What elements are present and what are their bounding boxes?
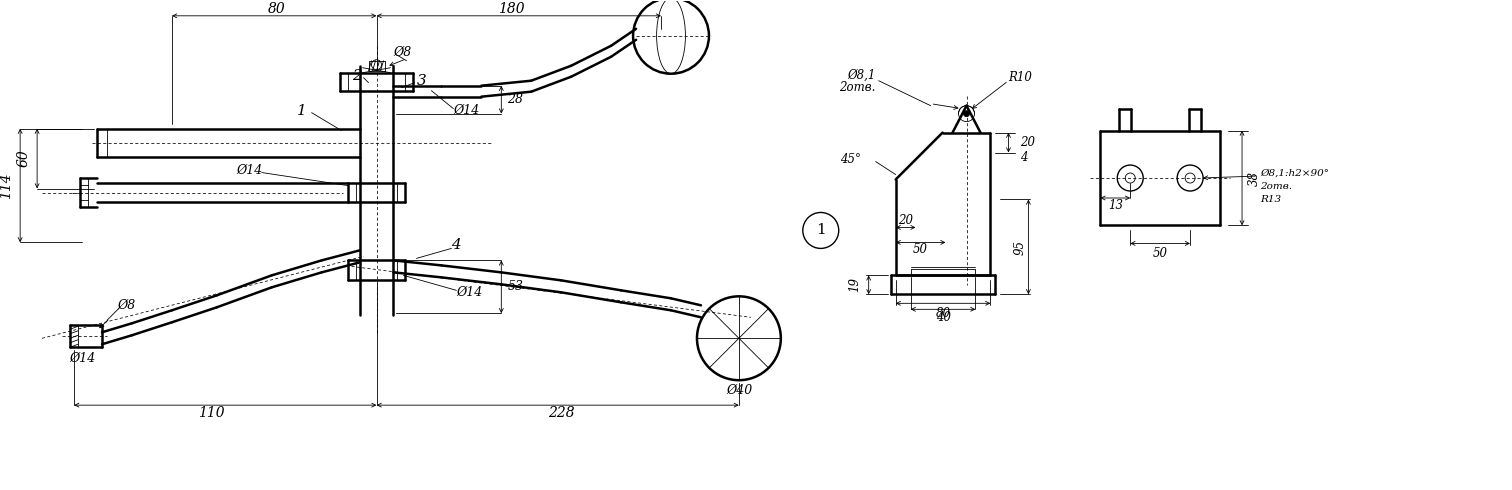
- Text: 80: 80: [936, 307, 951, 320]
- Text: 28: 28: [508, 93, 523, 106]
- Text: R10: R10: [1009, 71, 1033, 84]
- Text: 50: 50: [913, 243, 928, 256]
- Text: Ø14: Ø14: [457, 286, 482, 299]
- Text: Ø8,1:h2×90°: Ø8,1:h2×90°: [1259, 169, 1329, 177]
- Text: 114: 114: [0, 172, 14, 199]
- Text: 1: 1: [816, 223, 826, 238]
- Text: Ø8: Ø8: [393, 46, 411, 59]
- Text: Ø14: Ø14: [70, 352, 95, 365]
- Text: 228: 228: [547, 406, 575, 420]
- Text: 20: 20: [1021, 136, 1036, 149]
- Text: 80: 80: [268, 2, 286, 16]
- Text: 180: 180: [497, 2, 525, 16]
- Text: 2отв.: 2отв.: [839, 81, 875, 94]
- Text: Ø8: Ø8: [116, 299, 135, 312]
- Text: 1: 1: [296, 104, 307, 118]
- Text: Ø40: Ø40: [726, 384, 751, 397]
- Text: 2: 2: [352, 69, 361, 83]
- Text: 4: 4: [452, 239, 461, 252]
- Circle shape: [963, 111, 969, 117]
- Text: Ø14: Ø14: [236, 164, 263, 177]
- Text: 110: 110: [198, 406, 225, 420]
- Text: 3: 3: [417, 74, 426, 88]
- Text: 13: 13: [1108, 199, 1123, 213]
- Text: 53: 53: [508, 280, 523, 293]
- Text: 95: 95: [1015, 240, 1027, 255]
- Text: 2отв.: 2отв.: [1259, 181, 1293, 191]
- Text: 45°: 45°: [839, 153, 860, 166]
- Text: 50: 50: [1152, 247, 1167, 260]
- Text: R13: R13: [1259, 196, 1281, 204]
- Text: 20: 20: [898, 214, 913, 227]
- Text: 19: 19: [848, 277, 860, 293]
- Text: 40: 40: [936, 311, 951, 324]
- Text: 38: 38: [1247, 171, 1261, 186]
- Text: 4: 4: [1021, 151, 1028, 164]
- Text: 60: 60: [17, 149, 30, 168]
- Text: Ø14: Ø14: [454, 104, 479, 117]
- Text: Ø8,1: Ø8,1: [847, 69, 875, 82]
